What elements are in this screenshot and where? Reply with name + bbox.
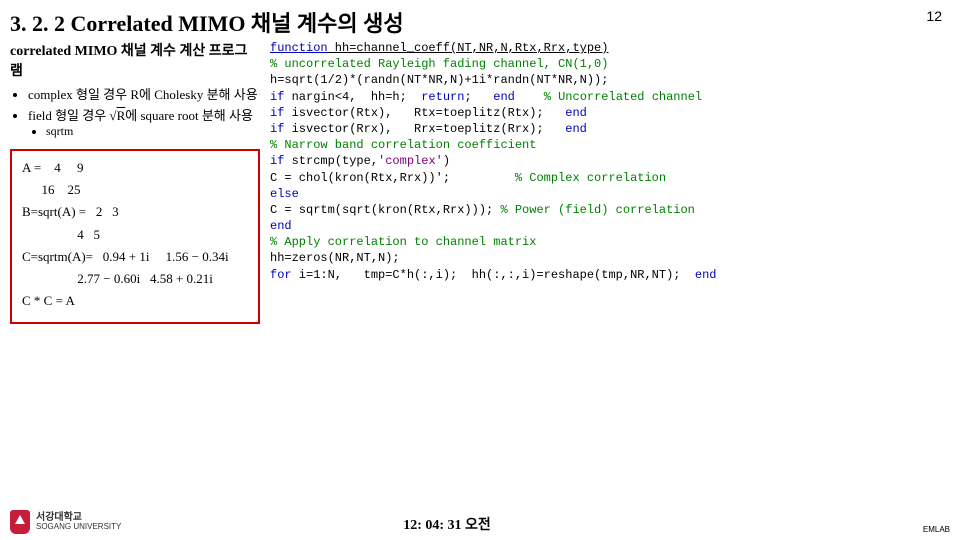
code-l5b: isvector(Rtx), Rtx=toeplitz(Rtx); — [284, 106, 565, 120]
code-l1b: hh=channel_coeff(NT,NR,N,Rtx,Rrx,type) — [328, 41, 609, 55]
math-l3b: 2.77 − 0.60i 4.58 + 0.21i — [22, 270, 248, 288]
code-l4g: % Uncorrelated channel — [544, 90, 702, 104]
code-l7: % Narrow band correlation coefficient — [270, 138, 536, 152]
code-l4a: if — [270, 90, 284, 104]
code-l14: hh=zeros(NR,NT,N); — [270, 251, 400, 265]
code-l8c: 'complex' — [378, 154, 443, 168]
code-block: function hh=channel_coeff(NT,NR,N,Rtx,Rr… — [270, 40, 950, 283]
math-l2: B=sqrt(A) = 2 3 — [22, 203, 248, 221]
page-number: 12 — [926, 8, 942, 24]
bullet-2: field 형일 경우 √R에 square root 분해 사용 sqrtm — [28, 105, 260, 139]
code-l6a: if — [270, 122, 284, 136]
code-l8d: ) — [443, 154, 450, 168]
bullet-2-sub: sqrtm — [46, 124, 260, 139]
code-l15a: for — [270, 268, 292, 282]
code-l3: h=sqrt(1/2)*(randn(NT*NR,N)+1i*randn(NT*… — [270, 73, 608, 87]
bullet-1: complex 형일 경우 R에 Cholesky 분해 사용 — [28, 84, 260, 103]
section-title: 3. 2. 2 Correlated MIMO 채널 계수의 생성 — [10, 6, 404, 38]
code-l13: % Apply correlation to channel matrix — [270, 235, 536, 249]
code-l5c: end — [565, 106, 587, 120]
shield-icon — [10, 510, 30, 534]
code-l15b: i=1:N, tmp=C*h(:,i); hh(:,:,i)=reshape(t… — [292, 268, 695, 282]
code-l11a: C = sqrtm(sqrt(kron(Rtx,Rrx))); — [270, 203, 500, 217]
bullet-2-prefix: field 형일 경우 — [28, 108, 109, 123]
university-text: 서강대학교 SOGANG UNIVERSITY — [36, 512, 121, 532]
bullet-list: complex 형일 경우 R에 Cholesky 분해 사용 field 형일… — [10, 84, 260, 139]
math-l4: C * C = A — [22, 292, 248, 310]
math-l3: C=sqrtm(A)= 0.94 + 1i 1.56 − 0.34i — [22, 248, 248, 266]
university-logo: 서강대학교 SOGANG UNIVERSITY — [10, 510, 121, 534]
code-l4e: end — [493, 90, 515, 104]
code-l10: else — [270, 187, 299, 201]
code-l4c: return — [421, 90, 464, 104]
code-l15c: end — [695, 268, 717, 282]
code-l11b: % Power (field) correlation — [500, 203, 694, 217]
bullet-2-mid: R — [117, 108, 126, 123]
math-l2b: 4 5 — [22, 226, 248, 244]
code-l8b: strcmp(type, — [284, 154, 378, 168]
code-l9b: % Complex correlation — [515, 171, 666, 185]
code-l9a: C = chol(kron(Rtx,Rrx))'; — [270, 171, 515, 185]
sub-heading: correlated MIMO 채널 계수 계산 프로그램 — [10, 40, 260, 80]
bullet-1-text: complex 형일 경우 R에 Cholesky 분해 사용 — [28, 87, 258, 102]
bullet-2-suffix: 에 square root 분해 사용 — [125, 108, 253, 123]
left-column: correlated MIMO 채널 계수 계산 프로그램 complex 형일… — [10, 40, 260, 324]
code-l2: % uncorrelated Rayleigh fading channel, … — [270, 57, 608, 71]
math-l1b: 16 25 — [22, 181, 248, 199]
code-l6c: end — [565, 122, 587, 136]
math-l1: A = 4 9 — [22, 159, 248, 177]
code-l4b: nargin<4, hh=h; — [284, 90, 421, 104]
code-l5a: if — [270, 106, 284, 120]
code-l6b: isvector(Rrx), Rrx=toeplitz(Rrx); — [284, 122, 565, 136]
code-l1a: function — [270, 41, 328, 55]
math-box: A = 4 9 16 25 B=sqrt(A) = 2 3 4 5 C=sqrt… — [10, 149, 260, 324]
code-l4f — [515, 90, 544, 104]
code-l8a: if — [270, 154, 284, 168]
lab-label: EMLAB — [923, 525, 950, 534]
timestamp: 12: 04: 31 오전 — [403, 514, 491, 534]
code-l12: end — [270, 219, 292, 233]
code-l4d: ; — [464, 90, 493, 104]
uni-name-en: SOGANG UNIVERSITY — [36, 523, 121, 532]
